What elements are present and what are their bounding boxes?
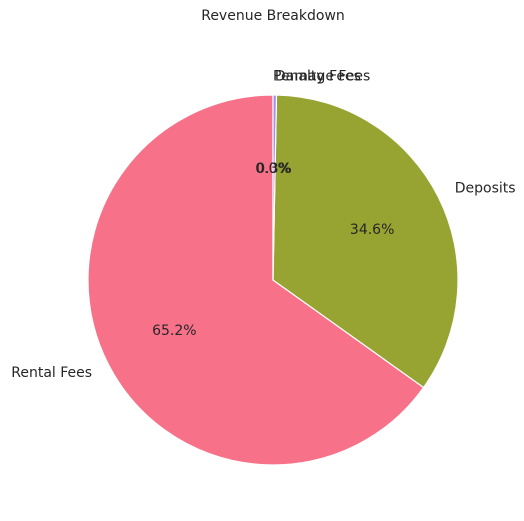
pct-penalty-fees: 0.0%: [255, 161, 291, 177]
pct-rental-fees: 65.2%: [152, 323, 196, 339]
label-rental-fees: Rental Fees: [11, 365, 92, 381]
label-penalty-fees: Penalty Fees: [273, 69, 361, 85]
label-deposits: Deposits: [455, 181, 516, 197]
slice-deposits: [272, 94, 459, 389]
chart-title: Revenue Breakdown: [201, 8, 345, 24]
slice-rental-fees: [87, 94, 425, 466]
pie-slices: [87, 94, 459, 466]
pie-labels: Rental Fees 65.2% Deposits 34.6% Damage Fees…: [11, 69, 515, 382]
pct-damage-fees: 0.3%: [256, 161, 292, 177]
label-damage-fees: Damage Fees: [275, 69, 370, 85]
pct-deposits: 34.6%: [350, 222, 394, 238]
slice-damage-fees: [272, 94, 278, 281]
